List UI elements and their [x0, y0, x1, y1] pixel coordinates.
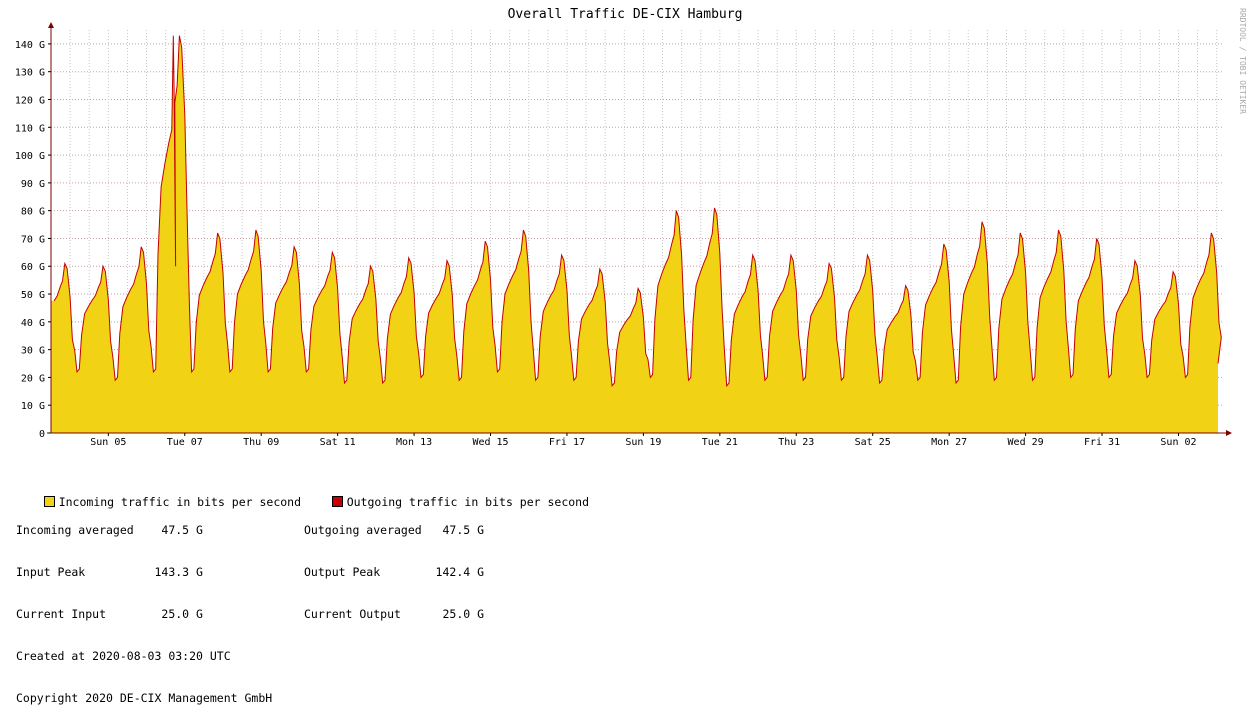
y-tick-label: 100 G [15, 151, 45, 162]
current-input: Current Input 25.0 G [16, 607, 203, 621]
y-axis-arrow [48, 22, 54, 28]
incoming-area [51, 35, 1222, 433]
created-timestamp: Created at 2020-08-03 03:20 UTC [16, 649, 231, 663]
outgoing-swatch [331, 496, 343, 507]
y-tick-label: 20 G [21, 373, 45, 384]
x-tick-label: Mon 13 [396, 437, 432, 448]
x-tick-label: Fri 31 [1084, 437, 1120, 448]
incoming-averaged: Incoming averaged 47.5 G [16, 523, 203, 537]
y-tick-label: 30 G [21, 346, 45, 357]
traffic-chart: Overall Traffic DE-CIX Hamburg RRDTOOL /… [15, 7, 1247, 448]
x-tick-label: Sun 02 [1160, 437, 1196, 448]
outgoing-line [53, 35, 1222, 388]
y-tick-label: 40 G [21, 318, 45, 329]
output-peak: Output Peak 142.4 G [304, 565, 485, 579]
x-tick-label: Thu 09 [243, 437, 279, 448]
x-tick-label: Wed 29 [1008, 437, 1044, 448]
x-tick-label: Wed 15 [472, 437, 508, 448]
y-tick-label: 120 G [15, 95, 45, 106]
legend: Incoming traffic in bits per second Outgo… [16, 453, 589, 719]
x-tick-label: Sun 05 [90, 437, 126, 448]
y-axis-ticks: 0 10 G 20 G 30 G 40 G 50 G 60 G 70 G 80 G 90 G 100… [15, 40, 51, 440]
y-tick-label: 80 G [21, 207, 45, 218]
legend-outgoing-label: Outgoing traffic in bits per second [346, 495, 590, 509]
y-tick-label: 110 G [15, 123, 45, 134]
y-tick-label: 90 G [21, 179, 45, 190]
legend-outgoing: Outgoing traffic in bits per second [331, 495, 590, 509]
x-tick-label: Tue 21 [702, 437, 738, 448]
y-tick-label: 60 G [21, 262, 45, 273]
current-output: Current Output 25.0 G [304, 607, 485, 621]
x-axis-ticks: Sun 05 Tue 07 Thu 09 Sat 11 Mon 13 Wed 15 Fri … [90, 433, 1197, 448]
chart-title: Overall Traffic DE-CIX Hamburg [508, 7, 743, 22]
rrdtool-watermark: RRDTOOL / TOBI OETIKER [1238, 8, 1247, 114]
x-axis-arrow [1226, 430, 1232, 436]
x-tick-label: Sat 25 [855, 437, 891, 448]
y-tick-label: 50 G [21, 290, 45, 301]
y-tick-label: 10 G [21, 401, 45, 412]
x-tick-label: Fri 17 [549, 437, 585, 448]
y-tick-label: 130 G [15, 68, 45, 79]
legend-incoming-label: Incoming traffic in bits per second [58, 495, 302, 509]
x-tick-label: Tue 07 [167, 437, 203, 448]
x-tick-label: Sun 19 [625, 437, 661, 448]
legend-incoming: Incoming traffic in bits per second [43, 495, 332, 509]
chart-grid [51, 30, 1222, 433]
x-tick-label: Mon 27 [931, 437, 967, 448]
traffic-area [51, 35, 1222, 433]
chart-axes [47, 22, 1232, 436]
outgoing-averaged: Outgoing averaged 47.5 G [304, 523, 485, 537]
x-tick-label: Sat 11 [320, 437, 356, 448]
y-tick-label: 0 [39, 429, 45, 440]
y-tick-label: 140 G [15, 40, 45, 51]
input-peak: Input Peak 143.3 G [16, 565, 203, 579]
x-tick-label: Thu 23 [778, 437, 814, 448]
y-tick-label: 70 G [21, 234, 45, 245]
incoming-swatch [43, 496, 55, 507]
copyright: Copyright 2020 DE-CIX Management GmbH [16, 691, 273, 705]
